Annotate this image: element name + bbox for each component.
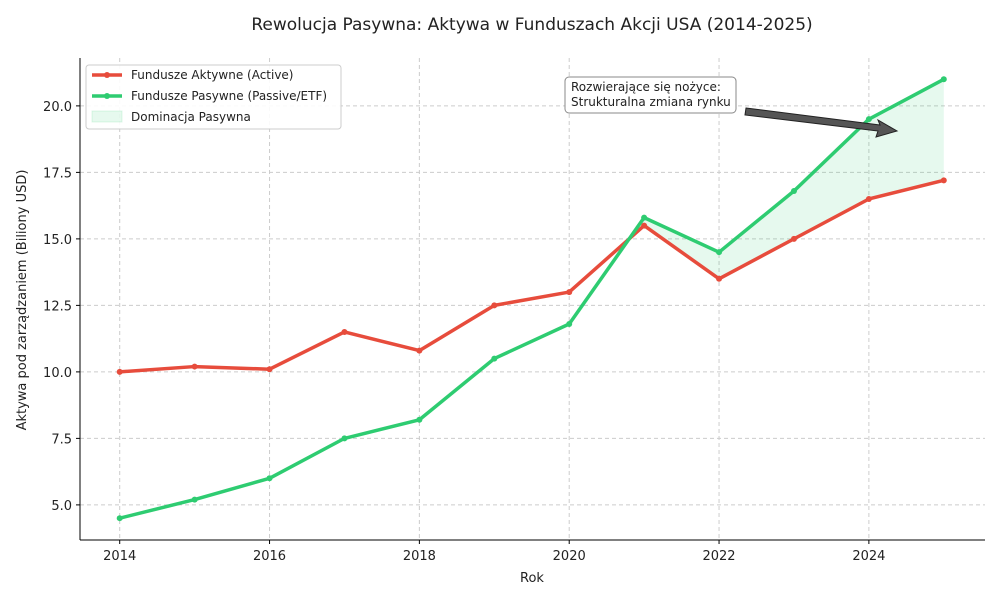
- data-point: [641, 214, 648, 221]
- data-point: [116, 515, 123, 522]
- y-axis-label: Aktywa pod zarządzaniem (Biliony USD): [15, 170, 30, 431]
- legend-fill: Dominacja Pasywna: [131, 110, 251, 124]
- data-point: [865, 195, 872, 202]
- data-point: [940, 76, 947, 83]
- y-tick-label: 15.0: [43, 233, 72, 248]
- x-tick-label: 2020: [553, 549, 586, 564]
- y-tick-label: 5.0: [51, 499, 72, 514]
- data-point: [341, 435, 348, 442]
- data-point: [790, 188, 797, 195]
- data-point: [116, 368, 123, 375]
- data-point: [566, 321, 573, 328]
- data-point: [566, 289, 573, 296]
- data-point: [266, 475, 273, 482]
- annotation-arrow: [744, 107, 899, 138]
- x-tick-label: 2018: [403, 549, 436, 564]
- y-tick-label: 12.5: [43, 299, 72, 314]
- data-point: [790, 235, 797, 242]
- x-tick-label: 2016: [253, 549, 286, 564]
- data-point: [341, 328, 348, 335]
- series-line-passive: [119, 77, 945, 520]
- data-point: [865, 116, 872, 123]
- grid: [80, 58, 985, 540]
- x-tick-label: 2024: [852, 549, 885, 564]
- annotation: Rozwierające się nożyce: Strukturalna zm…: [564, 76, 899, 138]
- legend-passive: Fundusze Pasywne (Passive/ETF): [131, 89, 327, 103]
- y-tick-label: 17.5: [43, 166, 72, 181]
- annotation-line-1: Rozwierające się nożyce:: [571, 80, 721, 94]
- series-line-active: [119, 178, 945, 374]
- x-tick-label: 2022: [702, 549, 735, 564]
- x-tick-label: 2014: [103, 549, 136, 564]
- x-axis-label: Rok: [520, 571, 544, 586]
- legend: Fundusze Aktywne (Active) Fundusze Pasyw…: [85, 64, 342, 130]
- legend-active: Fundusze Aktywne (Active): [131, 68, 294, 82]
- annotation-line-2: Strukturalna zmiana rynku: [571, 95, 731, 109]
- data-point: [491, 302, 498, 309]
- y-tick-label: 10.0: [43, 366, 72, 381]
- y-tick-label: 20.0: [43, 100, 72, 115]
- data-point: [416, 347, 423, 354]
- data-point: [266, 366, 273, 373]
- data-point: [716, 275, 723, 282]
- y-tick-label: 7.5: [51, 432, 72, 447]
- data-point: [191, 496, 198, 503]
- data-point: [416, 416, 423, 423]
- data-point: [491, 355, 498, 362]
- series-lines: [116, 76, 947, 522]
- data-point: [940, 177, 947, 184]
- chart-title: Rewolucja Pasywna: Aktywa w Funduszach A…: [251, 15, 812, 35]
- data-point: [641, 222, 648, 229]
- ticks: 2014 2016 2018 2020 2022 2024 5.0 7.5 10.0 12.5 15…: [43, 100, 885, 564]
- data-point: [716, 249, 723, 256]
- data-point: [191, 363, 198, 370]
